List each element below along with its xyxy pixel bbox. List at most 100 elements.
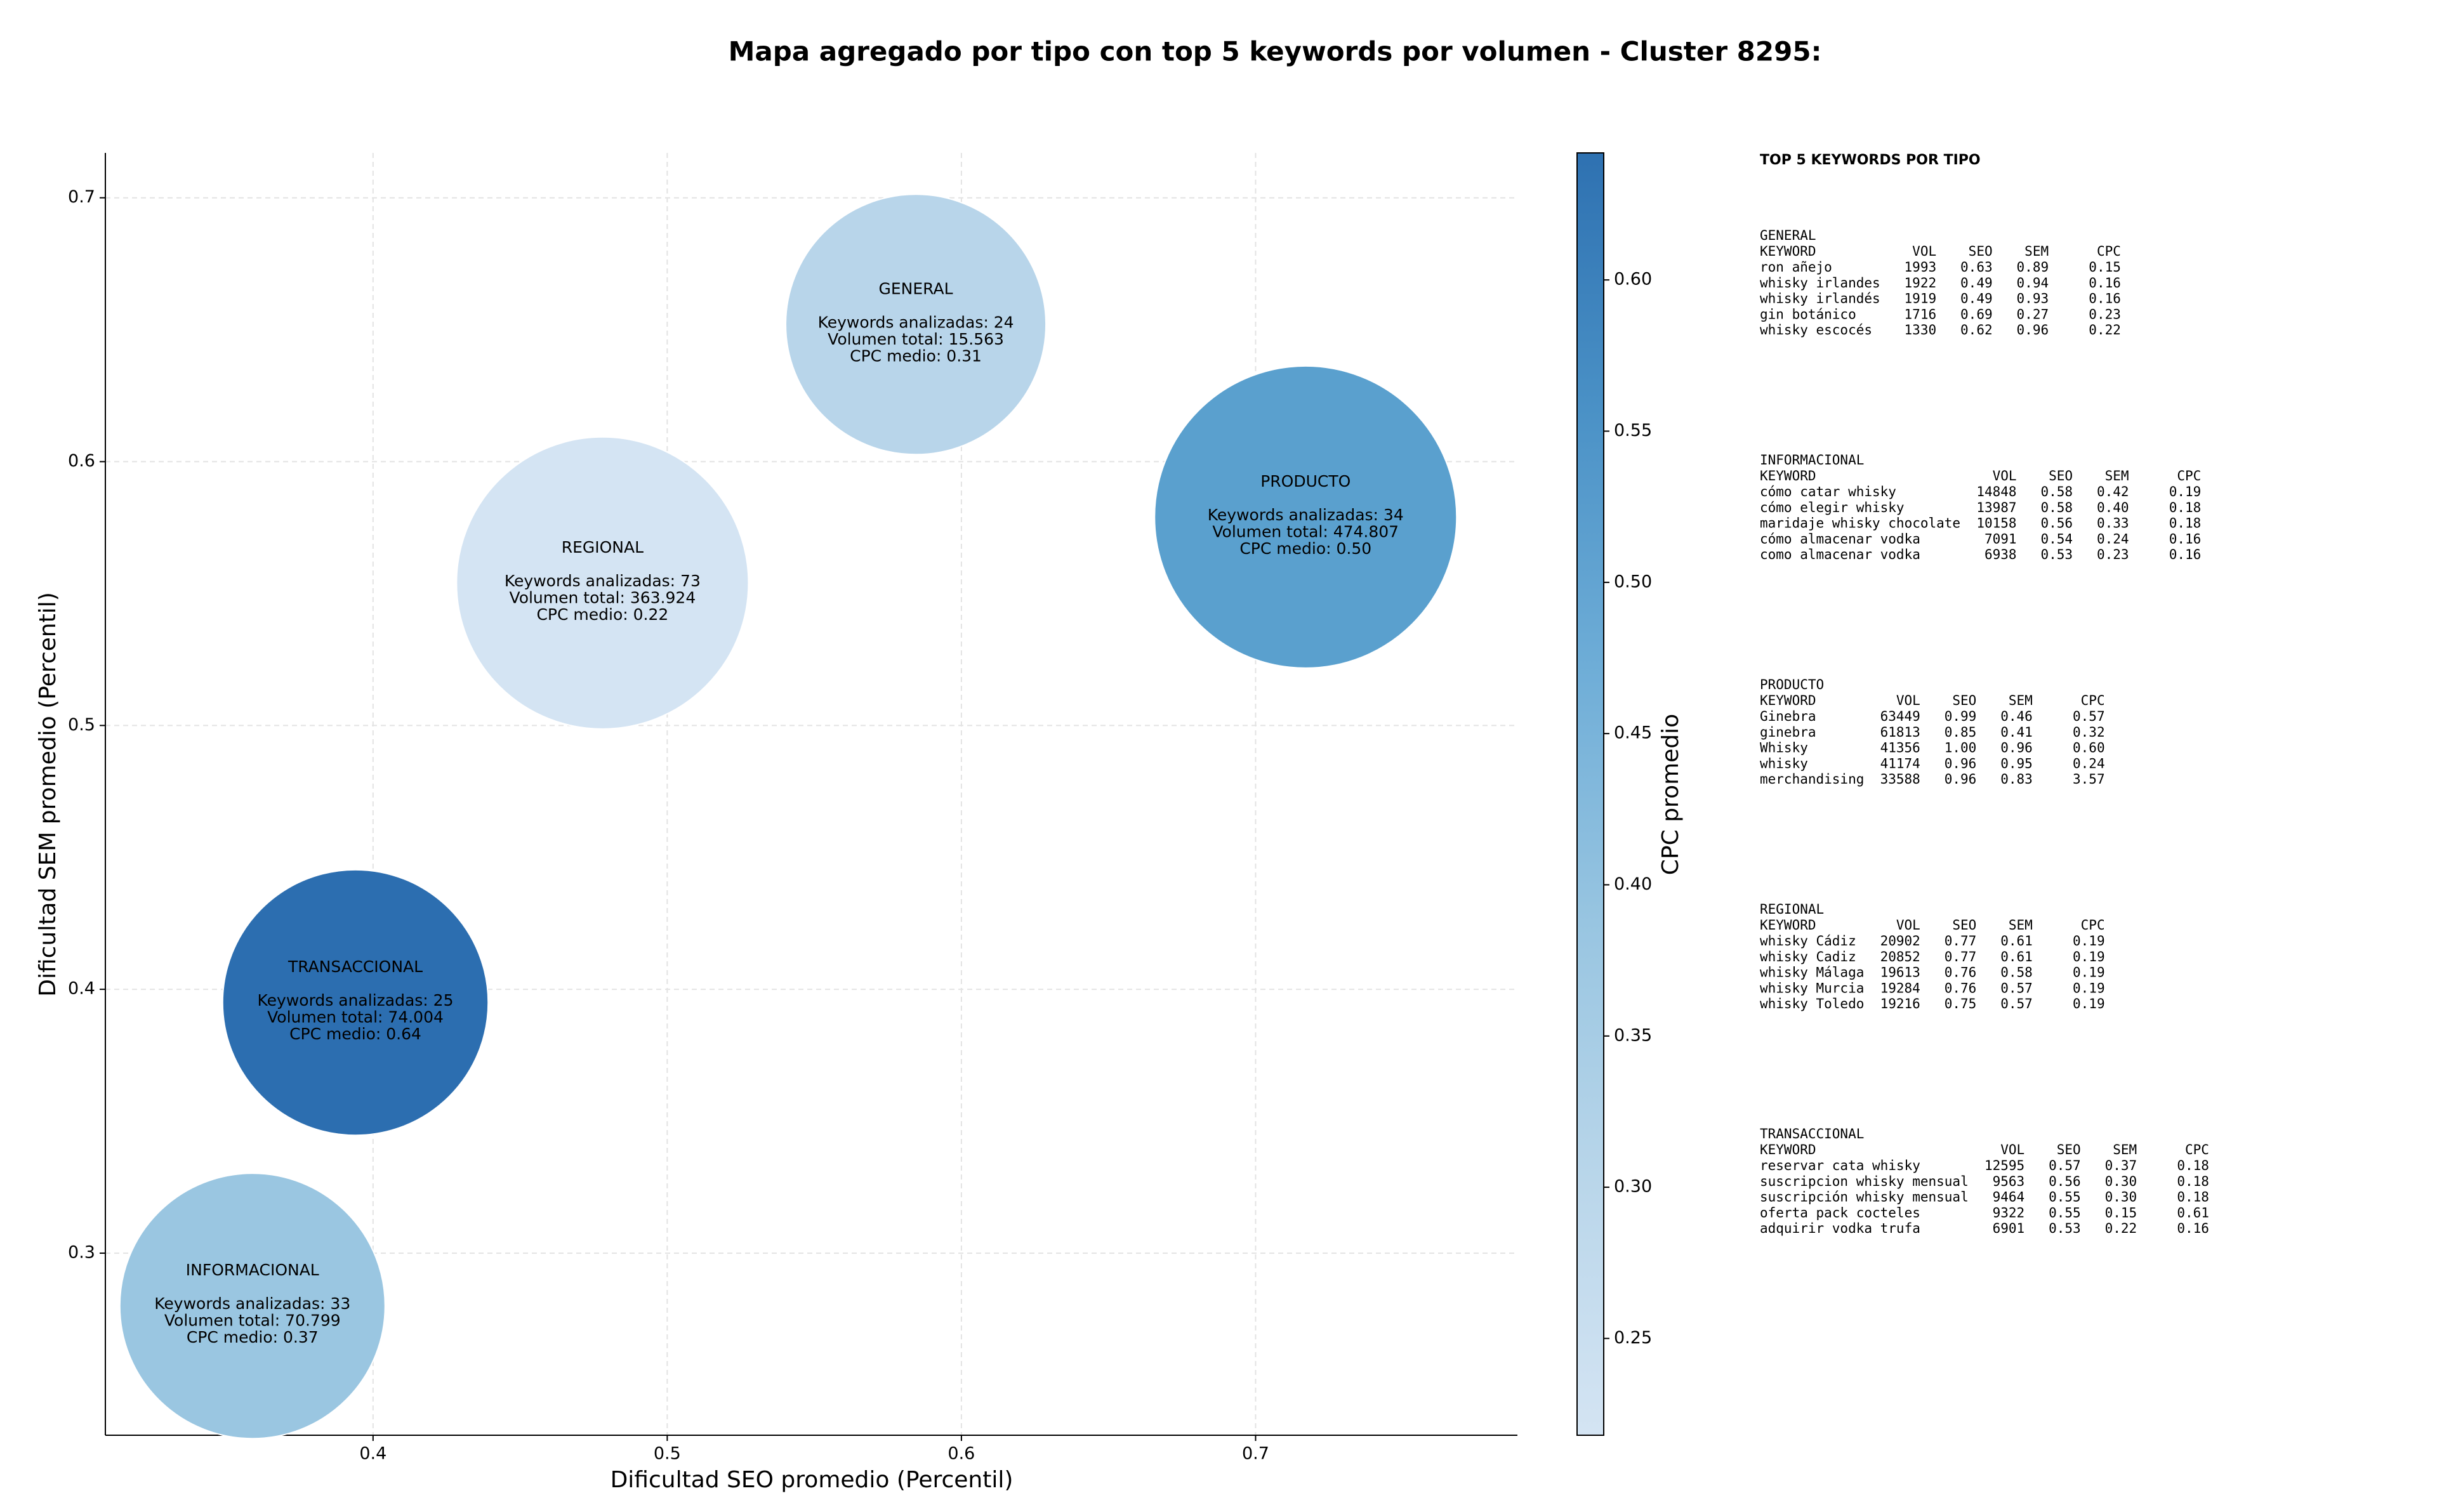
table-cell: ginebra xyxy=(1760,725,1816,740)
table-cell: 13987 xyxy=(1976,500,2016,515)
table-cell: 41174 xyxy=(1880,756,1920,771)
table-cell: SEM xyxy=(2024,244,2049,259)
table-cell: 19284 xyxy=(1880,980,1920,996)
table-cell: 33588 xyxy=(1880,772,1920,787)
y-tick-label: 0.3 xyxy=(68,1243,95,1263)
bubble-annotation: Keywords analizadas: 33 xyxy=(154,1294,350,1313)
table-cell: VOL xyxy=(1896,917,1920,933)
table-cell: 0.77 xyxy=(1945,933,1977,949)
table-cell: 1919 xyxy=(1905,291,1937,306)
table-cell: 0.54 xyxy=(2040,531,2073,546)
panel-title: TOP 5 KEYWORDS POR TIPO xyxy=(1760,152,1981,168)
table-cell: cómo elegir whisky xyxy=(1760,500,1905,515)
y-tick-label: 0.7 xyxy=(68,187,95,207)
table-cell: CPC xyxy=(2081,693,2105,708)
table-cell: 63449 xyxy=(1880,709,1920,724)
group-name: TRANSACCIONAL xyxy=(1760,1126,1864,1141)
table-cell: 1330 xyxy=(1905,322,1937,338)
table-cell: 0.24 xyxy=(2073,756,2105,771)
table-cell: 1922 xyxy=(1905,275,1937,291)
bubble-label: GENERAL xyxy=(879,279,953,298)
y-tick-label: 0.5 xyxy=(68,715,95,735)
bubble xyxy=(221,869,489,1136)
table-cell: 0.19 xyxy=(2073,980,2105,996)
table-cell: 6938 xyxy=(1985,547,2017,562)
table-cell: suscripcion whisky mensual xyxy=(1760,1174,1969,1189)
table-cell: suscripción whisky mensual xyxy=(1760,1190,1969,1205)
table-cell: 10158 xyxy=(1976,516,2016,531)
table-cell: SEM xyxy=(2113,1142,2137,1157)
table-cell: 0.93 xyxy=(2017,291,2049,306)
table-cell: 0.69 xyxy=(1960,306,1993,322)
table-cell: Whisky xyxy=(1760,740,1808,756)
table-cell: 0.19 xyxy=(2073,949,2105,964)
x-tick-label: 0.4 xyxy=(359,1444,386,1464)
table-cell: 0.95 xyxy=(2000,756,2033,771)
colorbar-tick-label: 0.55 xyxy=(1614,421,1652,440)
table-cell: 0.23 xyxy=(2097,547,2129,562)
table-cell: SEO xyxy=(1969,244,1993,259)
bubble-annotation: Volumen total: 74.004 xyxy=(267,1008,444,1027)
table-cell: 0.57 xyxy=(2000,980,2033,996)
table-cell: 0.24 xyxy=(2097,531,2129,546)
table-cell: cómo catar whisky xyxy=(1760,484,1896,499)
group-name: PRODUCTO xyxy=(1760,677,1824,692)
table-cell: 0.89 xyxy=(2017,260,2049,275)
table-cell: VOL xyxy=(1993,468,2017,483)
table-cell: 0.18 xyxy=(2169,516,2202,531)
table-cell: 0.85 xyxy=(1945,725,1977,740)
table-cell: merchandising xyxy=(1760,772,1864,787)
bubble-label: PRODUCTO xyxy=(1260,472,1351,490)
table-cell: 0.16 xyxy=(2177,1221,2209,1236)
table-cell: 0.18 xyxy=(2177,1174,2209,1189)
bubble-annotation: CPC medio: 0.50 xyxy=(1239,539,1371,558)
table-cell: SEO xyxy=(1952,917,1976,933)
colorbar-tick-label: 0.45 xyxy=(1614,723,1652,743)
table-cell: CPC xyxy=(2097,244,2121,259)
table-cell: 7091 xyxy=(1985,531,2017,546)
table-cell: Ginebra xyxy=(1760,709,1816,724)
table-cell: SEM xyxy=(2009,693,2033,708)
table-cell: 0.61 xyxy=(2000,933,2033,949)
table-cell: 0.18 xyxy=(2169,500,2202,515)
table-cell: 0.55 xyxy=(2049,1190,2081,1205)
table-cell: 0.19 xyxy=(2073,996,2105,1011)
table-cell: whisky Cadiz xyxy=(1760,949,1856,964)
colorbar-tick-label: 0.35 xyxy=(1614,1025,1652,1045)
table-cell: whisky Toledo xyxy=(1760,996,1864,1011)
table-cell: 0.19 xyxy=(2073,965,2105,980)
group-name: INFORMACIONAL xyxy=(1760,452,1864,468)
table-cell: 0.55 xyxy=(2049,1205,2081,1220)
bubble-label: TRANSACCIONAL xyxy=(287,957,423,976)
colorbar-label: CPC promedio xyxy=(1658,714,1684,875)
table-cell: 0.22 xyxy=(2089,322,2121,338)
table-cell: 0.76 xyxy=(1945,965,1977,980)
table-cell: 0.99 xyxy=(1945,709,1977,724)
table-cell: 19613 xyxy=(1880,965,1920,980)
table-cell: maridaje whisky chocolate xyxy=(1760,516,1960,531)
bubble-annotation: CPC medio: 0.64 xyxy=(289,1025,421,1043)
bubble-annotation: Keywords analizadas: 34 xyxy=(1208,506,1404,524)
bubble-annotation: Volumen total: 363.924 xyxy=(510,588,696,607)
table-cell: 0.57 xyxy=(2000,996,2033,1011)
table-cell: 0.53 xyxy=(2040,547,2073,562)
table-cell: 0.75 xyxy=(1945,996,1977,1011)
table-cell: 0.15 xyxy=(2089,260,2121,275)
table-cell: 0.56 xyxy=(2040,516,2073,531)
table-cell: SEO xyxy=(2049,468,2073,483)
table-cell: SEO xyxy=(2057,1142,2081,1157)
table-cell: whisky Murcia xyxy=(1760,980,1864,996)
table-cell: whisky xyxy=(1760,756,1808,771)
table-cell: cómo almacenar vodka xyxy=(1760,531,1920,546)
group-name: GENERAL xyxy=(1760,228,1816,243)
table-cell: 20852 xyxy=(1880,949,1920,964)
table-cell: 0.61 xyxy=(2000,949,2033,964)
table-cell: whisky irlandés xyxy=(1760,291,1880,306)
bubble-annotation: CPC medio: 0.22 xyxy=(536,605,668,624)
table-cell: KEYWORD xyxy=(1760,244,1816,259)
table-cell: 0.19 xyxy=(2169,484,2202,499)
table-cell: CPC xyxy=(2081,917,2105,933)
table-cell: 6901 xyxy=(1993,1221,2025,1236)
table-cell: 0.53 xyxy=(2049,1221,2081,1236)
